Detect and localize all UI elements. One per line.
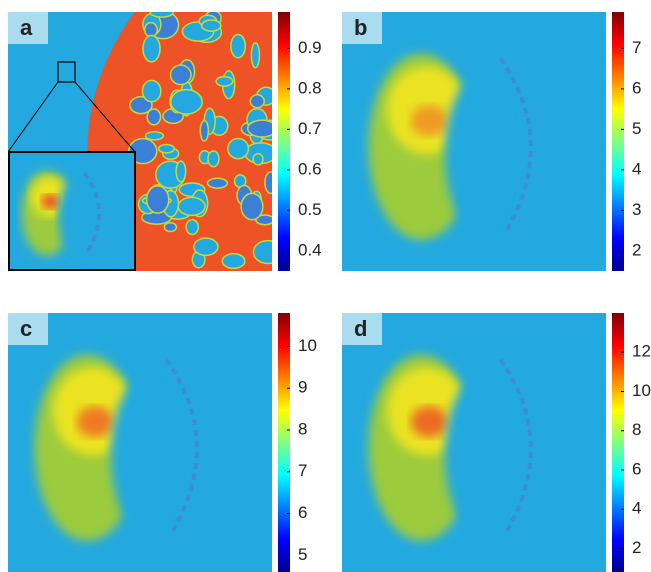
zoom-line xyxy=(8,81,59,153)
colorbar xyxy=(612,313,624,572)
colorbar-tick-label: 2 xyxy=(632,538,641,557)
colorbar-tick-label: 5 xyxy=(632,119,641,138)
panel-label-bg xyxy=(342,313,382,345)
panel-label-bg xyxy=(8,313,48,345)
hole xyxy=(249,94,265,109)
colorbar-tick-label: 6 xyxy=(632,78,641,97)
hole xyxy=(255,214,272,226)
panel-label: a xyxy=(20,15,33,40)
colorbar-tick-label: 0.6 xyxy=(298,159,322,178)
colorbar-tick-label: 0.5 xyxy=(298,200,322,219)
panel-label-bg xyxy=(342,12,382,44)
hole xyxy=(246,119,272,138)
hole xyxy=(192,237,219,257)
ring-arc xyxy=(164,358,199,535)
hole xyxy=(146,108,162,126)
hole xyxy=(143,21,158,38)
colorbar-tick-label: 2 xyxy=(632,240,641,259)
colorbar xyxy=(612,12,624,271)
hole xyxy=(163,221,178,233)
hole xyxy=(227,137,250,160)
colorbar-tick-label: 4 xyxy=(632,499,641,518)
hole xyxy=(177,196,206,217)
hole xyxy=(142,34,161,63)
panel-label: b xyxy=(354,15,367,40)
hole xyxy=(252,239,272,265)
image xyxy=(342,313,606,572)
blob-cut xyxy=(110,377,180,534)
zoom-line xyxy=(74,81,136,153)
blob-orange xyxy=(410,105,448,137)
colorbar-tick-label: 8 xyxy=(298,419,307,438)
blob-orange xyxy=(41,194,60,209)
hole xyxy=(250,42,261,69)
hole xyxy=(144,130,165,141)
colorbar xyxy=(278,12,290,271)
colorbar-tick-label: 0.7 xyxy=(298,119,322,138)
blob-orange xyxy=(76,406,114,438)
colorbar-tick-label: 0.4 xyxy=(298,240,322,259)
ring-arc xyxy=(498,57,533,234)
colorbar-tick-label: 5 xyxy=(298,545,307,564)
hole xyxy=(206,177,229,189)
panel-label-bg xyxy=(8,12,48,44)
colorbar-tick-label: 10 xyxy=(632,381,651,400)
colorbar-tick-label: 3 xyxy=(632,200,641,219)
image xyxy=(8,313,272,572)
hole xyxy=(145,185,170,214)
hole xyxy=(157,143,175,154)
panel-label: d xyxy=(354,316,367,341)
hole xyxy=(221,252,246,270)
image xyxy=(342,12,606,271)
colorbar xyxy=(278,313,290,572)
hole xyxy=(185,218,200,236)
colorbar-tick-label: 8 xyxy=(632,420,641,439)
hole xyxy=(169,64,192,86)
hole xyxy=(252,152,264,166)
hole xyxy=(141,79,162,103)
colorbar-tick-label: 6 xyxy=(632,459,641,478)
hole xyxy=(129,96,153,115)
colorbar-tick-label: 12 xyxy=(632,342,651,361)
blob-cut xyxy=(58,181,91,253)
hole xyxy=(240,192,264,221)
colorbar-tick-label: 9 xyxy=(298,378,307,397)
hole xyxy=(264,171,272,195)
panel-label: c xyxy=(20,316,32,341)
colorbar-tick-label: 6 xyxy=(298,503,307,522)
roi xyxy=(57,61,76,83)
colorbar-tick-label: 0.9 xyxy=(298,38,322,57)
blob-cut xyxy=(444,377,514,534)
hole xyxy=(230,33,247,59)
colorbar-tick-label: 7 xyxy=(632,38,641,57)
hole xyxy=(199,119,210,142)
blob-cut xyxy=(444,76,514,233)
blob-orange xyxy=(410,406,448,438)
colorbar-tick-label: 7 xyxy=(298,461,307,480)
colorbar-tick-label: 0.8 xyxy=(298,78,322,97)
colorbar-tick-label: 10 xyxy=(298,336,317,355)
image xyxy=(8,12,272,271)
hole xyxy=(215,75,234,87)
hole xyxy=(169,88,203,115)
hole xyxy=(207,150,220,168)
hole xyxy=(149,12,174,18)
hole xyxy=(175,160,187,183)
ring-arc xyxy=(498,358,533,535)
hole xyxy=(201,19,222,32)
colorbar-tick-label: 4 xyxy=(632,159,641,178)
